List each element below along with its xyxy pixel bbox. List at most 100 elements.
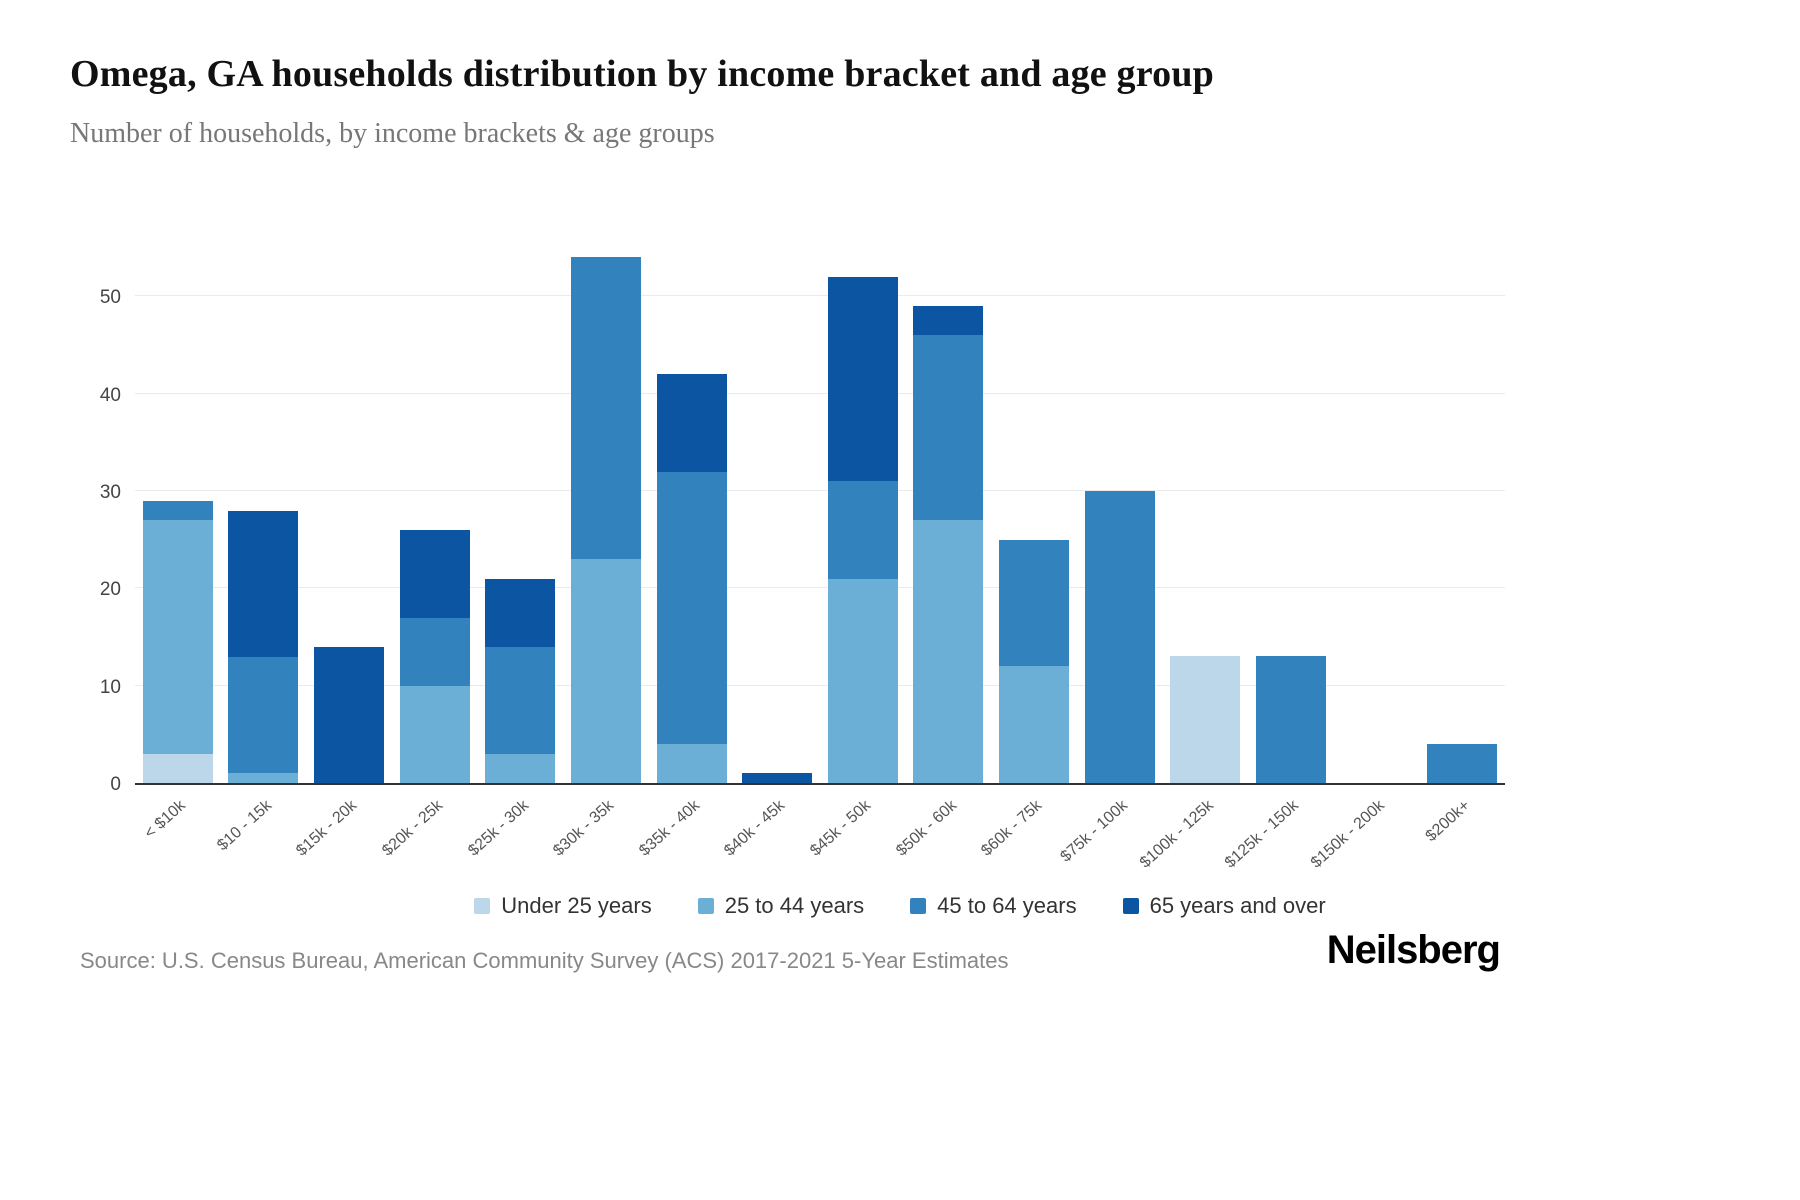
source-text: Source: U.S. Census Bureau, American Com… [80,948,1009,973]
bar-segment [827,276,898,482]
x-axis-slot: $45k - 50k [807,785,906,895]
x-axis: < $10k $10 - 15k $15k - 20k $20k - 25k $25k … [135,785,1505,895]
x-axis-slot: $150k - 200k [1308,785,1420,895]
bars-container [135,240,1505,783]
bar-segment [142,520,213,754]
bar-column [485,578,556,783]
x-axis-tick-label: $200k+ [1422,797,1474,846]
x-axis-tick-label: < $10k [141,797,190,843]
legend-swatch [910,898,927,914]
bar-segment [827,481,898,579]
bar-column [1255,656,1326,783]
bar-segment [1084,491,1155,783]
bar-segment [913,520,984,783]
bar-segment [827,578,898,783]
bar-segment [1255,656,1326,783]
x-axis-slot: $200k+ [1419,785,1505,895]
bar-column [1427,744,1498,783]
x-axis-slot: $60k - 75k [979,785,1077,895]
bar-column [656,374,727,783]
bar-segment [142,753,213,783]
x-axis-slot: $125k - 150k [1222,785,1334,895]
y-axis-tick-label: 30 [99,482,121,504]
bar-slot [1248,240,1334,783]
bar-slot [649,240,735,783]
x-axis-slot: $35k - 40k [636,785,735,895]
bar-slot [1163,240,1249,783]
bar-segment [999,539,1070,667]
bar-segment [1170,656,1241,783]
bar-segment [399,617,470,686]
legend-item: Under 25 years [474,893,652,919]
bar-segment [314,646,385,783]
bar-column [742,773,813,783]
bar-slot [392,240,478,783]
bar-column [228,510,299,783]
legend-swatch [697,898,714,914]
bar-slot [478,240,564,783]
bar-column [314,646,385,783]
x-axis-slot: $10 - 15k [214,785,307,895]
legend-label: Under 25 years [501,893,652,918]
bar-segment [485,646,556,754]
bar-slot [306,240,392,783]
bar-segment [742,773,813,783]
brand-logo: Neilsberg [1326,928,1501,972]
x-axis-slot: $100k - 125k [1137,785,1249,895]
legend-item: 45 to 64 years [910,893,1077,919]
bar-segment [999,666,1070,783]
x-axis-slot: $50k - 60k [893,785,992,895]
y-axis-tick-label: 50 [99,287,121,309]
x-axis-slot: $15k - 20k [294,785,392,895]
x-axis-slot: < $10k [135,785,221,895]
bar-segment [570,559,641,783]
bar-slot [906,240,992,783]
legend-label: 45 to 64 years [937,893,1077,918]
y-axis-tick-label: 10 [99,676,121,698]
bar-column [913,306,984,783]
bar-segment [485,578,556,647]
bar-segment [913,335,984,521]
bar-column [399,529,470,783]
bar-slot [991,240,1077,783]
legend-label: 65 years and over [1149,893,1326,918]
bar-segment [399,529,470,618]
y-axis: 0 10 20 30 40 50 [70,240,135,795]
legend: Under 25 years 25 to 44 years 45 to 64 yea… [0,893,1800,919]
bar-segment [913,306,984,336]
bar-segment [142,500,213,521]
bar-column [1170,656,1241,783]
x-axis-slot: $20k - 25k [379,785,478,895]
x-axis-tick-label: $10 - 15k [213,797,275,855]
bar-column [999,539,1070,783]
bar-segment [228,510,299,657]
legend-swatch [474,898,491,914]
bar-slot [820,240,906,783]
bar-segment [656,744,727,783]
legend-swatch [1122,898,1139,914]
gridline [135,392,1505,394]
x-axis-slot: $30k - 35k [550,785,649,895]
bar-column [1084,491,1155,783]
bar-segment [1427,744,1498,783]
gridline [135,684,1505,686]
y-axis-tick-label: 40 [99,384,121,406]
bar-slot [135,240,221,783]
plot-area [135,240,1505,785]
bar-column [570,257,641,783]
bar-chart: 0 10 20 30 40 50 < $10k $10 - 15k $15k - 20k $20… [70,240,1505,895]
bar-column [827,276,898,783]
gridline [135,295,1505,297]
bar-slot [221,240,307,783]
legend-label: 25 to 44 years [724,893,865,918]
bar-slot [1419,240,1505,783]
bar-segment [228,656,299,774]
x-axis-slot: $25k - 30k [465,785,564,895]
bar-slot [1077,240,1163,783]
bar-slot [563,240,649,783]
y-axis-tick-label: 20 [99,579,121,601]
legend-item: 65 years and over [1122,893,1326,919]
bar-segment [656,374,727,472]
bar-segment [656,471,727,745]
